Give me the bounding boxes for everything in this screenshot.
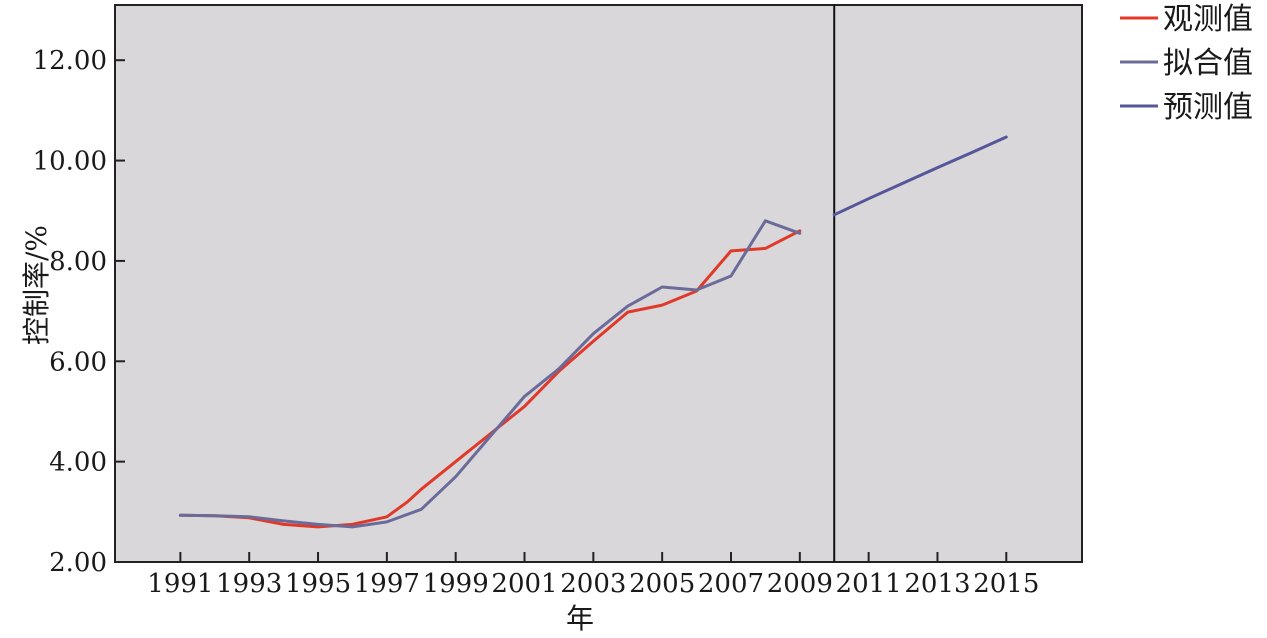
y-tick-label: 2.00 <box>49 548 107 578</box>
y-axis: 2.00 4.00 6.00 8.00 10.00 12.00 <box>33 46 125 578</box>
x-tick-label: 2001 <box>491 569 557 599</box>
x-tick-label: 2013 <box>904 569 970 599</box>
legend-label: 预测值 <box>1163 90 1253 125</box>
legend-label: 拟合值 <box>1163 46 1253 81</box>
x-tick-label: 2007 <box>698 569 764 599</box>
legend-label: 观测值 <box>1163 2 1253 37</box>
x-tick-label: 1995 <box>285 569 351 599</box>
x-tick-label: 1999 <box>423 569 489 599</box>
x-tick-label: 2015 <box>973 569 1039 599</box>
y-tick-label: 4.00 <box>49 448 107 478</box>
y-tick-label: 12.00 <box>33 46 107 76</box>
x-tick-label: 2011 <box>836 569 902 599</box>
series-line-2 <box>178 219 802 529</box>
y-axis-label: 控制率/% <box>20 225 53 345</box>
series-layer <box>178 135 1008 529</box>
series-line-3 <box>832 135 1008 217</box>
x-tick-label: 1993 <box>216 569 282 599</box>
y-tick-label: 10.00 <box>33 147 107 177</box>
x-tick-label: 2003 <box>560 569 626 599</box>
x-axis-label: 年 <box>566 602 594 635</box>
plot-area <box>114 4 1083 563</box>
series-line-1 <box>178 229 802 529</box>
x-tick-label: 2005 <box>629 569 695 599</box>
x-tick-label: 1997 <box>354 569 420 599</box>
y-tick-label: 8.00 <box>49 247 107 277</box>
x-tick-label: 1991 <box>147 569 213 599</box>
x-axis: 1991 1993 1995 1997 1999 2001 2003 2005 2007 2009… <box>147 552 1039 599</box>
y-tick-label: 6.00 <box>49 347 107 377</box>
x-tick-label: 2009 <box>767 569 833 599</box>
